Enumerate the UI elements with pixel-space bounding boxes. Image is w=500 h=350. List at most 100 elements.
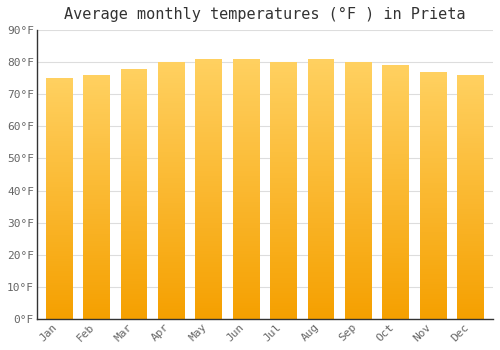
- Bar: [196, 153, 222, 155]
- Bar: [308, 225, 334, 228]
- Bar: [308, 202, 334, 204]
- Bar: [308, 270, 334, 272]
- Bar: [232, 67, 260, 69]
- Bar: [120, 129, 148, 131]
- Bar: [382, 212, 409, 215]
- Bar: [345, 103, 372, 106]
- Bar: [420, 250, 446, 252]
- Bar: [158, 147, 185, 149]
- Bar: [420, 114, 446, 116]
- Bar: [270, 260, 297, 262]
- Bar: [308, 246, 334, 249]
- Bar: [457, 148, 484, 150]
- Bar: [83, 278, 110, 280]
- Bar: [382, 248, 409, 251]
- Bar: [382, 129, 409, 131]
- Bar: [420, 102, 446, 104]
- Bar: [232, 223, 260, 225]
- Bar: [196, 119, 222, 121]
- Bar: [382, 121, 409, 124]
- Bar: [457, 138, 484, 141]
- Bar: [196, 82, 222, 85]
- Bar: [420, 272, 446, 274]
- Bar: [270, 237, 297, 239]
- Bar: [83, 104, 110, 107]
- Bar: [158, 62, 185, 65]
- Bar: [420, 188, 446, 190]
- Bar: [382, 65, 409, 68]
- Bar: [46, 102, 72, 105]
- Bar: [83, 148, 110, 150]
- Bar: [46, 300, 72, 302]
- Bar: [308, 176, 334, 178]
- Bar: [196, 285, 222, 288]
- Bar: [120, 294, 148, 296]
- Bar: [382, 223, 409, 225]
- Bar: [196, 67, 222, 69]
- Bar: [120, 234, 148, 236]
- Bar: [308, 62, 334, 64]
- Bar: [308, 186, 334, 189]
- Bar: [158, 224, 185, 226]
- Bar: [232, 236, 260, 238]
- Bar: [382, 167, 409, 169]
- Bar: [308, 280, 334, 282]
- Bar: [308, 191, 334, 194]
- Bar: [345, 183, 372, 186]
- Bar: [158, 75, 185, 78]
- Bar: [196, 191, 222, 194]
- Bar: [270, 209, 297, 211]
- Bar: [83, 219, 110, 221]
- Bar: [382, 136, 409, 139]
- Bar: [232, 69, 260, 72]
- Bar: [232, 137, 260, 140]
- Bar: [83, 117, 110, 119]
- Bar: [158, 311, 185, 314]
- Bar: [420, 289, 446, 292]
- Bar: [457, 265, 484, 268]
- Bar: [196, 95, 222, 98]
- Bar: [196, 93, 222, 95]
- Bar: [270, 280, 297, 283]
- Bar: [120, 74, 148, 76]
- Bar: [46, 215, 72, 218]
- Bar: [420, 255, 446, 257]
- Bar: [232, 121, 260, 124]
- Bar: [457, 90, 484, 92]
- Bar: [270, 255, 297, 257]
- Bar: [420, 220, 446, 223]
- Bar: [457, 302, 484, 304]
- Bar: [382, 284, 409, 286]
- Bar: [232, 176, 260, 178]
- Bar: [345, 286, 372, 288]
- Bar: [83, 124, 110, 126]
- Bar: [46, 90, 72, 93]
- Bar: [83, 168, 110, 170]
- Bar: [382, 139, 409, 141]
- Bar: [232, 241, 260, 244]
- Bar: [46, 285, 72, 288]
- Bar: [120, 316, 148, 319]
- Bar: [120, 251, 148, 254]
- Bar: [382, 154, 409, 157]
- Bar: [420, 97, 446, 99]
- Bar: [345, 316, 372, 319]
- Bar: [420, 166, 446, 168]
- Bar: [420, 237, 446, 240]
- Bar: [308, 127, 334, 129]
- Bar: [420, 218, 446, 220]
- Bar: [457, 77, 484, 80]
- Bar: [457, 107, 484, 109]
- Bar: [457, 209, 484, 212]
- Bar: [382, 281, 409, 284]
- Bar: [308, 163, 334, 166]
- Bar: [270, 270, 297, 273]
- Bar: [420, 148, 446, 151]
- Bar: [457, 229, 484, 231]
- Bar: [457, 253, 484, 255]
- Bar: [196, 293, 222, 295]
- Bar: [196, 160, 222, 163]
- Bar: [83, 199, 110, 202]
- Bar: [420, 119, 446, 121]
- Bar: [232, 124, 260, 127]
